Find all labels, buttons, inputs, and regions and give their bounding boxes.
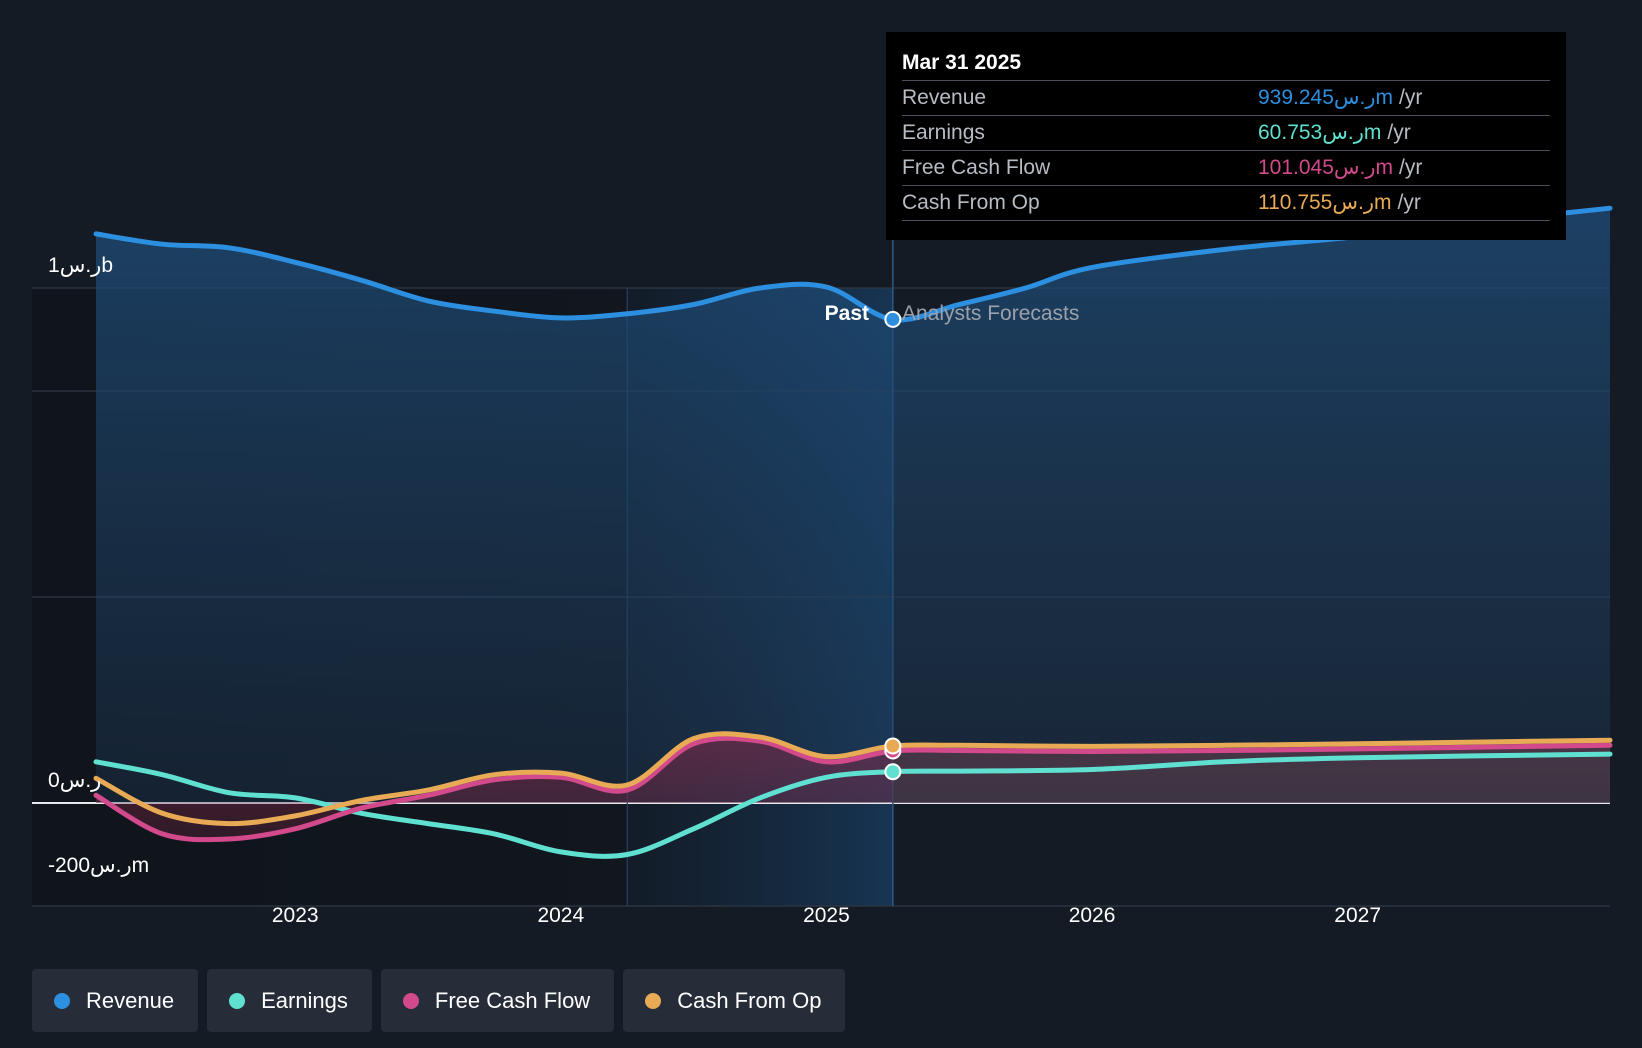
tooltip-date: Mar 31 2025 xyxy=(902,51,1022,74)
tooltip-row-revenue: Revenue 939.245ر.سm /yr xyxy=(902,80,1550,115)
tooltip-unit: /yr xyxy=(1399,86,1423,109)
y-axis-bottom-label: -200ر.سm xyxy=(48,854,149,877)
legend-item-free-cash-flow[interactable]: Free Cash Flow xyxy=(380,969,615,1032)
x-tick-label: 2024 xyxy=(537,904,584,927)
tooltip-row-cash-from-op: Cash From Op 110.755ر.سm /yr xyxy=(902,185,1550,221)
legend-label: Earnings xyxy=(261,987,348,1013)
tooltip-value: 939.245ر.سm xyxy=(1258,86,1394,109)
revenue-marker xyxy=(884,310,902,328)
earnings-line xyxy=(93,751,1613,859)
past-label: Past xyxy=(825,302,869,325)
tooltip-value: 110.755ر.سm xyxy=(1258,191,1392,214)
tooltip-row-free-cash-flow: Free Cash Flow 101.045ر.سm /yr xyxy=(902,150,1550,185)
cash-from-op-marker xyxy=(884,737,902,755)
forecast-label: Analysts Forecasts xyxy=(902,302,1079,325)
legend: Revenue Earnings Free Cash Flow Cash Fro… xyxy=(32,969,846,1032)
revenue-dot-icon xyxy=(54,992,70,1009)
tooltip-value: 60.753ر.سm xyxy=(1258,121,1382,144)
x-tick-label: 2026 xyxy=(1069,904,1116,927)
y-axis-zero-label: 0ر.س xyxy=(48,769,101,792)
cash-from-op-dot-icon xyxy=(645,992,662,1009)
tooltip-label: Earnings xyxy=(902,121,985,144)
legend-label: Revenue xyxy=(86,987,175,1013)
tooltip-label: Free Cash Flow xyxy=(902,156,1051,179)
legend-label: Cash From Op xyxy=(677,987,822,1013)
legend-item-earnings[interactable]: Earnings xyxy=(207,969,372,1032)
revenue-area xyxy=(96,208,1610,803)
tooltip-label: Revenue xyxy=(902,86,987,109)
earnings-dot-icon xyxy=(229,992,246,1009)
legend-item-revenue[interactable]: Revenue xyxy=(32,969,199,1032)
tooltip-label: Cash From Op xyxy=(902,191,1040,214)
x-tick-label: 2025 xyxy=(803,904,850,927)
tooltip-unit: /yr xyxy=(1387,121,1411,144)
free-cash-flow-line xyxy=(93,735,1613,843)
tooltip: Mar 31 2025 Revenue 939.245ر.سm /yr Earn… xyxy=(886,32,1566,240)
tooltip-value: 101.045ر.سm xyxy=(1258,156,1394,179)
earnings-marker xyxy=(884,763,902,781)
tooltip-unit: /yr xyxy=(1399,156,1423,179)
legend-item-cash-from-op[interactable]: Cash From Op xyxy=(623,969,846,1032)
x-tick-label: 2027 xyxy=(1334,904,1381,927)
y-axis-top-label: 1ر.سb xyxy=(48,254,113,277)
x-tick-label: 2023 xyxy=(272,904,319,927)
revenue-line xyxy=(93,205,1613,323)
cash-from-op-line xyxy=(93,731,1613,827)
tooltip-row-earnings: Earnings 60.753ر.سm /yr xyxy=(902,115,1550,150)
free-cash-flow-dot-icon xyxy=(402,992,419,1009)
legend-label: Free Cash Flow xyxy=(434,987,591,1013)
tooltip-unit: /yr xyxy=(1397,191,1421,214)
